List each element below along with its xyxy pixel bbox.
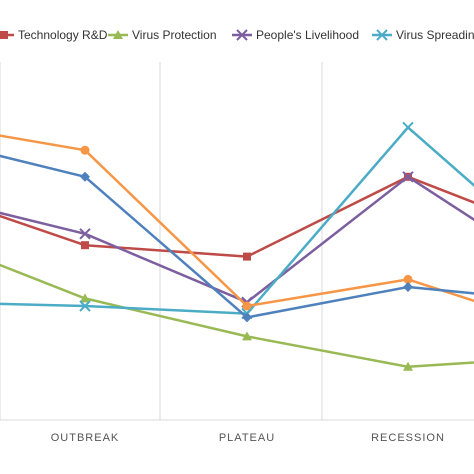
data-point <box>402 171 414 183</box>
series-technology-r-d <box>0 172 474 261</box>
x-tick-label: RECESSION <box>371 432 445 444</box>
data-point <box>0 31 8 39</box>
series-line <box>0 154 474 319</box>
legend: Technology R&D Virus Protection People's L… <box>0 28 474 42</box>
series-line <box>0 175 474 258</box>
legend-label: Technology R&D <box>18 28 108 42</box>
data-point <box>243 252 251 261</box>
x-tick-label: PLATEAU <box>219 432 275 444</box>
legend-label: Virus Protection <box>132 28 217 42</box>
data-point <box>113 30 123 39</box>
legend-entry: People's Livelihood <box>232 28 359 42</box>
x-axis: OUTBREAK PLATEAU RECESSION <box>0 419 474 444</box>
legend-label: Virus Spreading <box>396 28 474 42</box>
legend-entry: Virus Spreading <box>372 28 474 42</box>
legend-entry: Technology R&D <box>0 28 108 42</box>
data-point <box>80 145 90 155</box>
data-point <box>242 301 252 311</box>
series-line <box>0 126 474 315</box>
series-lines <box>0 121 474 371</box>
series-unnamed-4 <box>0 134 474 311</box>
data-point <box>236 29 248 41</box>
legend-label: People's Livelihood <box>256 28 359 42</box>
data-point <box>80 293 90 303</box>
data-point <box>402 121 414 134</box>
series-virus-protection <box>0 263 474 371</box>
data-point <box>79 228 91 240</box>
data-point <box>376 29 388 41</box>
data-point <box>80 171 90 182</box>
data-point <box>81 241 89 250</box>
data-point <box>242 312 252 323</box>
data-point <box>242 331 252 341</box>
data-point <box>79 300 91 312</box>
data-point <box>403 361 413 371</box>
legend-entry: Virus Protection <box>108 28 217 42</box>
x-tick-label: OUTBREAK <box>51 432 120 444</box>
data-point <box>403 282 413 292</box>
series-unnamed-5 <box>0 154 474 323</box>
data-point <box>403 274 413 284</box>
